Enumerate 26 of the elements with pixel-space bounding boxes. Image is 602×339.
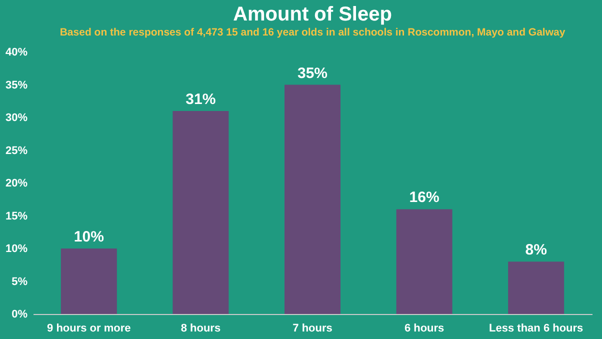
x-tick-label: 9 hours or more <box>47 322 131 334</box>
y-tick-label: 35% <box>5 79 28 92</box>
data-label: 35% <box>297 64 328 82</box>
y-tick-label: 0% <box>12 308 28 320</box>
data-label: 31% <box>186 90 216 108</box>
x-tick-label: 6 hours <box>404 322 444 334</box>
bar <box>60 248 117 314</box>
y-tick-label: 25% <box>5 144 28 157</box>
data-label: 8% <box>525 242 547 259</box>
x-tick-label: Less than 6 hours <box>489 322 584 334</box>
chart-subtitle: Based on the responses of 4,473 15 and 16 year olds in all schools in Roscommon, Mayo and Galway <box>60 26 566 38</box>
x-tick-label: 7 hours <box>292 322 332 334</box>
bar <box>284 84 340 314</box>
data-label: 10% <box>74 228 104 246</box>
y-tick-label: 40% <box>5 46 28 58</box>
data-label: 16% <box>409 189 440 206</box>
y-tick-label: 10% <box>5 243 28 255</box>
chart-title: Amount of Sleep <box>233 4 392 26</box>
bar <box>396 209 452 314</box>
bar <box>508 262 564 314</box>
bar <box>172 110 229 314</box>
y-tick-label: 20% <box>5 178 28 190</box>
x-tick-label: 8 hours <box>180 322 221 334</box>
y-tick-label: 15% <box>5 210 28 222</box>
y-tick-label: 30% <box>5 112 28 124</box>
y-tick-label: 5% <box>12 276 28 288</box>
